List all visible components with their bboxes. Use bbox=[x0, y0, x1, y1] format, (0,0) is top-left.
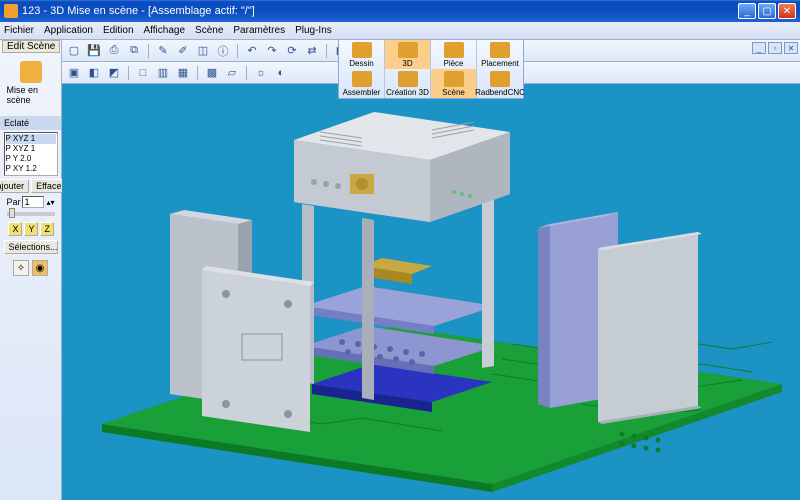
app-icon bbox=[4, 4, 18, 18]
window-title: 123 - 3D Mise en scène - [Assemblage act… bbox=[22, 5, 738, 17]
ribbon-icon bbox=[490, 42, 510, 58]
eclate-header: Eclaté bbox=[0, 116, 61, 130]
menu-plug-ins[interactable]: Plug-Ins bbox=[295, 25, 332, 36]
menu-scène[interactable]: Scène bbox=[195, 25, 223, 36]
ribbon-assembler[interactable]: Assembler bbox=[339, 69, 385, 98]
separator bbox=[197, 66, 198, 80]
doc-close-button[interactable]: ✕ bbox=[784, 42, 798, 54]
menu-bar: Fichier Application Edition Affichage Scène P… bbox=[0, 22, 800, 40]
tool-globe-icon[interactable]: ◉ bbox=[32, 260, 48, 276]
list-item[interactable]: P XYZ 1 bbox=[6, 144, 56, 154]
doc-restore-button[interactable]: ▫ bbox=[768, 42, 782, 54]
ribbon-icon bbox=[444, 71, 464, 87]
ribbon-label: Création 3D bbox=[386, 88, 429, 97]
doc-min-button[interactable]: _ bbox=[752, 42, 766, 54]
ribbon-label: 3D bbox=[402, 59, 412, 68]
box2-icon[interactable]: ▥ bbox=[155, 65, 171, 81]
print-icon[interactable]: ⎙ bbox=[106, 43, 122, 59]
menu-fichier[interactable]: Fichier bbox=[4, 25, 34, 36]
separator bbox=[246, 66, 247, 80]
ribbon-icon bbox=[398, 71, 418, 87]
ribbon-label: Assembler bbox=[343, 88, 381, 97]
new-icon[interactable]: ▢ bbox=[66, 43, 82, 59]
ribbon-label: Dessin bbox=[349, 59, 373, 68]
add-button[interactable]: ajouter bbox=[0, 179, 29, 193]
list-item[interactable]: P Y 2.0 bbox=[6, 154, 56, 164]
ribbon-label: Scène bbox=[442, 88, 465, 97]
pencil-icon[interactable]: ✎ bbox=[155, 43, 171, 59]
close-button[interactable]: ✕ bbox=[778, 3, 796, 19]
sidebar-scene-button[interactable]: Mise en scène bbox=[7, 58, 55, 108]
box1-icon[interactable]: □ bbox=[135, 65, 151, 81]
axis-y-button[interactable]: Y bbox=[24, 222, 38, 236]
info-icon[interactable]: ⓘ bbox=[215, 43, 231, 59]
explode-slider[interactable] bbox=[7, 212, 55, 216]
undo-icon[interactable]: ↶ bbox=[244, 43, 260, 59]
axis-z-button[interactable]: Z bbox=[40, 222, 54, 236]
ribbon-icon bbox=[352, 71, 372, 87]
minimize-button[interactable]: _ bbox=[738, 3, 756, 19]
ribbon-icon bbox=[398, 42, 418, 58]
cube-icon[interactable]: ▣ bbox=[66, 65, 82, 81]
separator bbox=[128, 66, 129, 80]
box3-icon[interactable]: ▦ bbox=[175, 65, 191, 81]
ribbon-pièce[interactable]: Pièce bbox=[431, 40, 477, 69]
cam-icon[interactable]: ◩ bbox=[106, 65, 122, 81]
refresh-icon[interactable]: ⟳ bbox=[284, 43, 300, 59]
list-item[interactable]: P XYZ 1 bbox=[6, 134, 56, 144]
list-item[interactable]: P XY 1.2 bbox=[6, 164, 56, 174]
sidebar-scene-label: Mise en scène bbox=[7, 85, 55, 105]
ribbon-création-3d[interactable]: Création 3D bbox=[385, 69, 431, 98]
separator bbox=[326, 44, 327, 58]
ribbon-icon bbox=[490, 71, 510, 87]
par-label: Par bbox=[6, 197, 20, 207]
explode-list[interactable]: P XYZ 1P XYZ 1P Y 2.0P XY 1.2 bbox=[4, 132, 58, 176]
brush-icon[interactable]: ✐ bbox=[175, 43, 191, 59]
sidebar: Mise en scène Eclaté P XYZ 1P XYZ 1P Y 2… bbox=[0, 40, 62, 500]
separator bbox=[148, 44, 149, 58]
edit-scene-panel-label: Edit Scène bbox=[2, 40, 60, 53]
slider-thumb[interactable] bbox=[9, 208, 15, 218]
viewport-3d[interactable] bbox=[62, 84, 800, 500]
menu-edition[interactable]: Edition bbox=[103, 25, 134, 36]
maximize-button[interactable]: ▢ bbox=[758, 3, 776, 19]
tool-wand-icon[interactable]: ✧ bbox=[13, 260, 29, 276]
par-input[interactable] bbox=[22, 196, 44, 208]
axis-x-button[interactable]: X bbox=[8, 222, 22, 236]
menu-paramètres[interactable]: Paramètres bbox=[233, 25, 285, 36]
ribbon-label: Pièce bbox=[443, 59, 463, 68]
scene-render bbox=[62, 84, 800, 500]
ribbon-icon bbox=[444, 42, 464, 58]
edge-icon[interactable]: ▱ bbox=[224, 65, 240, 81]
ribbon-dessin[interactable]: Dessin bbox=[339, 40, 385, 69]
eraser-icon[interactable]: ◫ bbox=[195, 43, 211, 59]
scene-icon bbox=[20, 61, 42, 83]
ribbon-icon bbox=[352, 42, 372, 58]
ribbon-label: RadbendCNC bbox=[475, 88, 525, 97]
selections-button[interactable]: Sélections... bbox=[4, 240, 58, 254]
mode-ribbon: Dessin 3D Pièce Placement Assembler Création … bbox=[338, 40, 524, 99]
title-bar: 123 - 3D Mise en scène - [Assemblage act… bbox=[0, 0, 800, 22]
menu-application[interactable]: Application bbox=[44, 25, 93, 36]
copy-icon[interactable]: ⧉ bbox=[126, 43, 142, 59]
light-icon[interactable]: ☼ bbox=[253, 65, 269, 81]
menu-affichage[interactable]: Affichage bbox=[144, 25, 186, 36]
separator bbox=[237, 44, 238, 58]
link-icon[interactable]: ⇄ bbox=[304, 43, 320, 59]
ribbon-label: Placement bbox=[481, 59, 519, 68]
ribbon-placement[interactable]: Placement bbox=[477, 40, 523, 69]
face-icon[interactable]: ▩ bbox=[204, 65, 220, 81]
ribbon-scène[interactable]: Scène bbox=[431, 69, 477, 98]
stepper-icon[interactable]: ▴▾ bbox=[46, 198, 54, 207]
save-icon[interactable]: 💾 bbox=[86, 43, 102, 59]
view-icon[interactable]: ◧ bbox=[86, 65, 102, 81]
ribbon-radbendcnc[interactable]: RadbendCNC bbox=[477, 69, 523, 98]
shade-icon[interactable]: ◐ bbox=[273, 65, 289, 81]
ribbon-3d[interactable]: 3D bbox=[385, 40, 431, 69]
redo-icon[interactable]: ↷ bbox=[264, 43, 280, 59]
